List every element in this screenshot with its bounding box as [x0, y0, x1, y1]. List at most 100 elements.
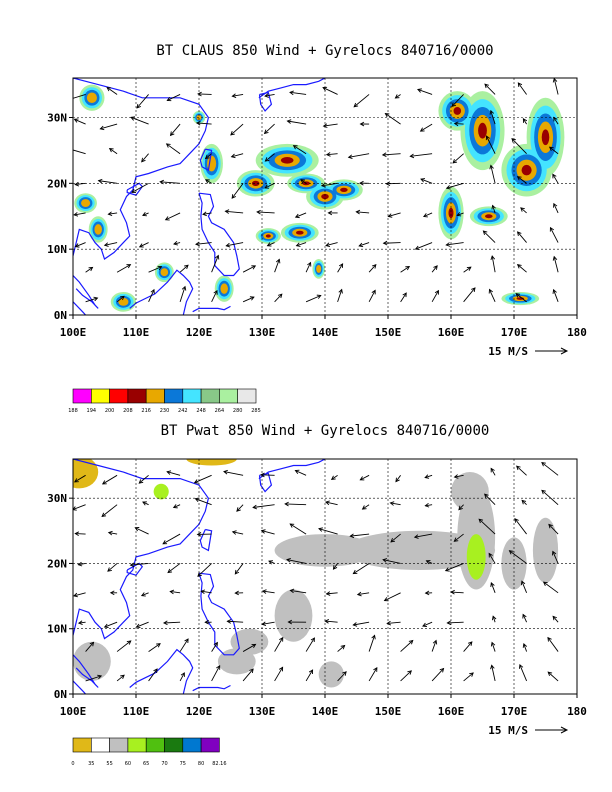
wind-vector-head — [260, 472, 265, 478]
y-tick-label: 0N — [54, 309, 67, 322]
wind-vector — [400, 292, 407, 303]
wind-vector — [368, 290, 376, 303]
wind-vector-head — [320, 182, 326, 188]
wind-vector — [195, 498, 212, 506]
chart-title: BT Pwat 850 Wind + Gyrelocs 840716/0000 — [161, 423, 490, 439]
wind-vector — [78, 621, 86, 624]
wind-vector — [232, 531, 244, 535]
wind-vector — [163, 621, 181, 624]
wind-vector — [348, 153, 370, 158]
wind-vector-head — [324, 500, 330, 506]
wind-vector-head — [131, 188, 136, 193]
wind-vector — [454, 474, 464, 478]
wind-vector-head — [99, 125, 105, 131]
wind-vector-head — [324, 619, 330, 624]
field-shading — [532, 517, 559, 584]
wind-vector — [519, 664, 528, 682]
wind-vector — [541, 462, 559, 476]
wind-vector-head — [325, 242, 331, 247]
field-shading — [274, 534, 376, 567]
wind-vector — [107, 563, 118, 572]
wind-vector — [141, 592, 149, 597]
wind-vector-head — [101, 512, 107, 518]
field-shading — [86, 92, 97, 104]
wind-vector-head — [520, 207, 525, 212]
wind-vector-head — [488, 552, 493, 558]
wind-vector — [196, 122, 212, 125]
wind-vector-head — [294, 213, 300, 219]
wind-vector — [173, 242, 181, 245]
colorbar-swatch — [127, 388, 147, 404]
wind-vector-head — [194, 497, 200, 503]
wind-vector-head — [109, 590, 115, 596]
x-tick-label: 160E — [438, 705, 465, 718]
wind-vector — [223, 471, 244, 476]
colorbar-label: 285 — [251, 408, 261, 414]
wind-vector — [522, 614, 528, 623]
wind-vector — [160, 181, 181, 184]
x-tick-label: 140E — [312, 326, 339, 339]
wind-vector — [490, 165, 496, 184]
wind-vector — [102, 474, 118, 485]
wind-vector-head — [322, 86, 328, 92]
wind-vector — [242, 643, 256, 652]
field-shading — [220, 283, 228, 294]
wind-vector — [226, 242, 244, 247]
field-shading — [274, 589, 313, 642]
wind-vector-head — [407, 670, 412, 675]
wind-vector-head — [490, 664, 495, 670]
wind-vector-head — [359, 121, 365, 127]
wind-vector-head — [322, 123, 328, 128]
wind-vector — [227, 620, 244, 623]
colorbar-swatch — [200, 737, 220, 753]
vector-reference-label: 15 M/S — [488, 345, 528, 358]
wind-vector-head — [552, 78, 558, 83]
wind-vector-head — [251, 265, 257, 270]
wind-vector-head — [286, 557, 291, 563]
wind-vector — [73, 504, 86, 511]
wind-vector — [353, 94, 370, 108]
coastline — [258, 472, 273, 493]
wind-vector-head — [419, 127, 425, 132]
wind-vector — [325, 242, 338, 247]
field-shading — [478, 122, 487, 139]
wind-vector-head — [107, 211, 113, 217]
wind-vector-head — [162, 620, 168, 626]
wind-vector — [74, 212, 86, 216]
wind-vector — [447, 621, 464, 624]
vector-reference-arrowhead — [560, 726, 569, 734]
wind-vector — [167, 94, 181, 101]
wind-vector-head — [353, 102, 359, 108]
wind-vector-head — [359, 180, 364, 186]
wind-vector — [357, 592, 370, 596]
wind-vector-head — [164, 216, 170, 221]
panel-0: BT CLAUS 850 Wind + Gyrelocs 840716/0000… — [47, 43, 587, 414]
coastline — [126, 182, 144, 196]
wind-vector — [490, 582, 496, 593]
wind-vector-head — [445, 242, 451, 247]
wind-vector — [98, 180, 118, 184]
wind-vector — [492, 205, 496, 214]
y-tick-label: 0N — [54, 688, 67, 701]
wind-vector — [274, 637, 284, 652]
wind-vector — [264, 123, 275, 134]
wind-vector — [446, 242, 464, 246]
wind-vector — [267, 242, 275, 247]
field-shading — [340, 187, 348, 193]
wind-vector-head — [318, 527, 323, 532]
wind-vector-head — [327, 210, 333, 216]
wind-vector-head — [129, 562, 135, 568]
wind-vector-head — [541, 489, 546, 495]
wind-vector — [550, 227, 559, 243]
wind-vector-head — [514, 518, 519, 523]
wind-vector — [388, 212, 401, 217]
wind-vector-head — [390, 538, 396, 543]
wind-vector — [356, 211, 370, 214]
colorbar-label: 65 — [143, 761, 149, 767]
wind-vector — [400, 670, 412, 682]
wind-vector-head — [516, 176, 522, 181]
wind-vector — [75, 533, 86, 535]
wind-vector-head — [103, 242, 109, 247]
wind-vector-head — [547, 671, 553, 677]
wind-vector-head — [402, 292, 407, 298]
